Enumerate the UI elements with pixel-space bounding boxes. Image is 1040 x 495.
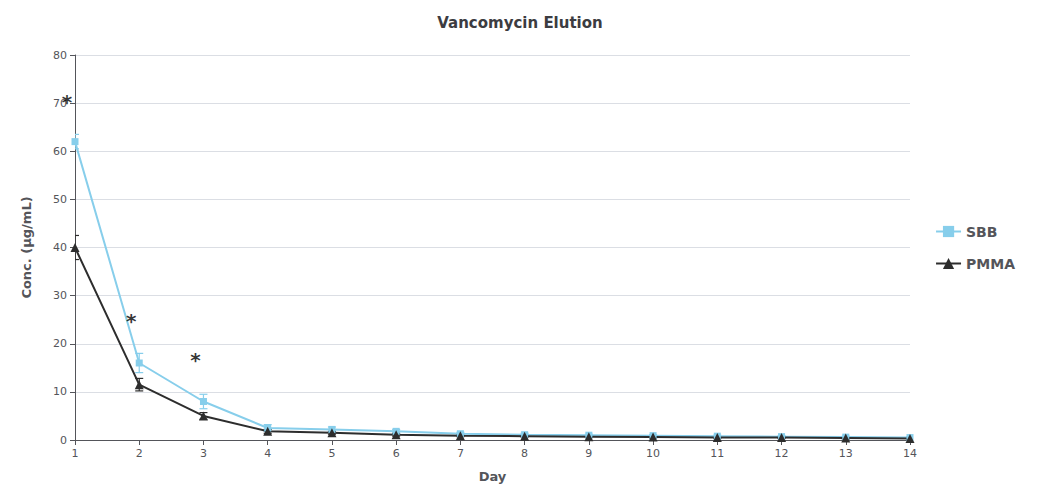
svg-text:7: 7 [457, 447, 464, 460]
svg-text:2: 2 [136, 447, 143, 460]
svg-text:70: 70 [53, 96, 67, 110]
svg-text:9: 9 [585, 447, 592, 460]
svg-text:11: 11 [710, 447, 724, 460]
svg-text:Day: Day [479, 469, 507, 484]
svg-text:50: 50 [53, 193, 67, 206]
svg-text:10: 10 [646, 447, 660, 460]
svg-text:SBB: SBB [966, 224, 997, 240]
svg-text:40: 40 [53, 241, 67, 254]
svg-text:*: * [126, 309, 137, 333]
svg-text:PMMA: PMMA [966, 256, 1015, 272]
svg-text:8: 8 [521, 447, 528, 460]
svg-text:1: 1 [72, 447, 79, 460]
svg-text:13: 13 [839, 447, 853, 460]
svg-text:5: 5 [328, 447, 335, 460]
svg-text:80: 80 [53, 49, 67, 62]
svg-text:3: 3 [200, 447, 207, 460]
svg-text:12: 12 [775, 447, 789, 460]
svg-text:10: 10 [53, 385, 67, 398]
svg-text:Conc. (μg/mL): Conc. (μg/mL) [19, 196, 34, 298]
svg-text:*: * [190, 348, 201, 372]
svg-text:14: 14 [903, 447, 917, 460]
svg-text:0: 0 [60, 434, 67, 447]
svg-text:20: 20 [53, 337, 67, 350]
svg-text:60: 60 [53, 145, 67, 158]
svg-text:Vancomycin Elution: Vancomycin Elution [437, 14, 603, 32]
svg-text:6: 6 [393, 447, 400, 460]
svg-text:4: 4 [264, 447, 271, 460]
svg-text:30: 30 [53, 289, 67, 302]
svg-text:*: * [62, 90, 73, 114]
